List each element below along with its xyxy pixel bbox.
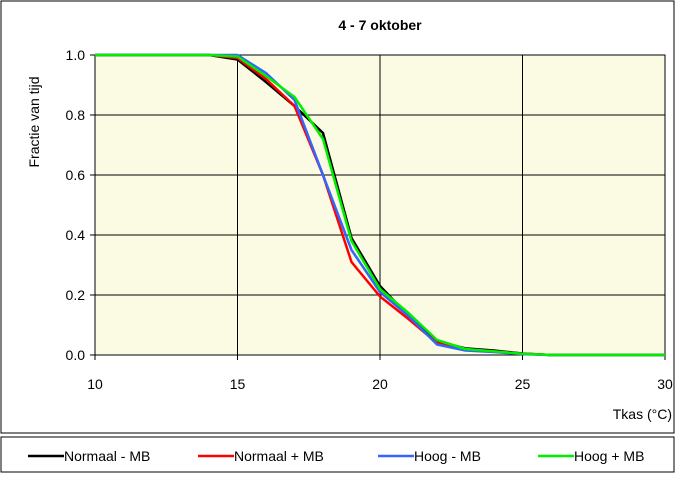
y-tick-label: 1.0 — [66, 47, 86, 63]
y-tick-label: 0.0 — [66, 347, 86, 363]
plot-border — [94, 54, 666, 356]
x-tick-label: 10 — [87, 376, 103, 392]
legend-label: Hoog - MB — [414, 448, 481, 464]
chart-title: 4 - 7 oktober — [338, 17, 422, 33]
x-axis-label: Tkas (°C) — [613, 406, 672, 422]
x-tick-label: 15 — [230, 376, 246, 392]
series-lines — [95, 53, 665, 357]
legend-box — [0, 436, 675, 473]
y-tick-label: 0.4 — [66, 227, 86, 243]
legend: Normaal - MB Normaal + MB Hoog - MB Hoog + … — [28, 448, 644, 464]
legend-label: Normaal - MB — [64, 448, 150, 464]
y-tick-label: 0.6 — [66, 167, 86, 183]
y-axis-label: Fractie van tijd — [26, 76, 42, 167]
y-tick-label: 0.2 — [66, 287, 86, 303]
legend-label: Normaal + MB — [234, 448, 324, 464]
series-line-hoog-mb — [95, 53, 665, 357]
x-tick-label: 25 — [515, 376, 531, 392]
x-tick-label: 30 — [657, 376, 673, 392]
tick-labels: 0.0 0.2 0.4 0.6 0.8 1.0 10 15 20 25 30 — [66, 47, 673, 392]
legend-label: Hoog + MB — [574, 448, 644, 464]
x-tick-label: 20 — [372, 376, 388, 392]
y-tick-label: 0.8 — [66, 107, 86, 123]
